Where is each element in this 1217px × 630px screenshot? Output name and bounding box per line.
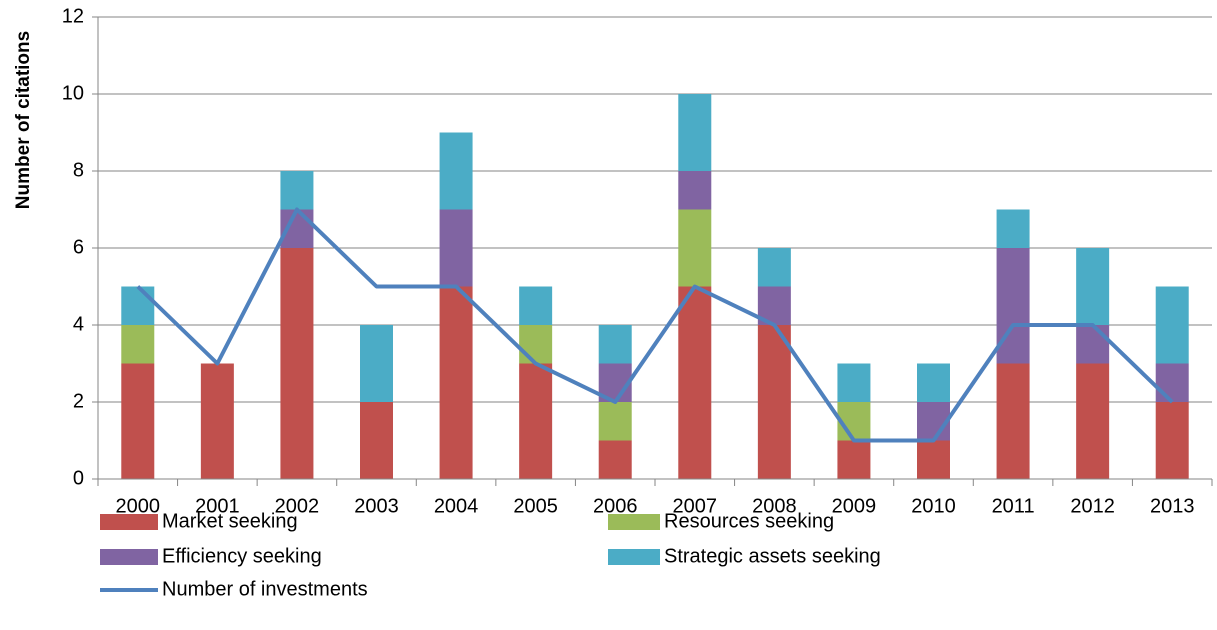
bar-segment: [360, 402, 393, 479]
line-series: [136, 207, 1174, 443]
legend-label: Resources seeking: [664, 510, 834, 532]
y-tick-label: 8: [73, 159, 84, 181]
bar-segment: [519, 286, 553, 325]
y-tick-label: 2: [73, 390, 84, 412]
x-tick-label: 2008: [752, 495, 797, 517]
bar-segment: [1076, 325, 1110, 364]
bar-segment: [678, 171, 712, 210]
bar-segment: [678, 94, 712, 171]
bar-segment: [678, 209, 712, 287]
bar-segment: [121, 286, 155, 325]
bar-segment: [1155, 363, 1189, 402]
x-tick-label: 2007: [673, 495, 718, 517]
bar-segment: [757, 325, 791, 479]
bar-segment: [439, 132, 473, 210]
y-axis-title: Number of citations: [13, 31, 34, 209]
bar-segment: [121, 325, 155, 364]
bar-segment: [917, 440, 950, 479]
bar-segment: [996, 363, 1030, 479]
legend-swatch: [608, 549, 660, 565]
y-tick-label: 6: [73, 236, 84, 258]
bar-segment: [598, 325, 632, 364]
x-tick-label: 2003: [354, 495, 399, 517]
legend-swatch: [100, 514, 158, 530]
x-tick-label: 2011: [992, 495, 1035, 517]
x-tick-label: 2005: [513, 495, 558, 517]
y-tick-label: 0: [73, 467, 84, 489]
bar-segment: [439, 209, 473, 287]
x-tick-label: 2012: [1070, 495, 1115, 517]
bar-segment: [917, 363, 950, 402]
y-tick-label: 12: [62, 5, 84, 27]
bar-segment: [837, 363, 871, 402]
bar-segment: [280, 171, 314, 210]
bar-segment: [121, 363, 155, 479]
bar-segment: [598, 402, 632, 441]
y-tick-label: 10: [62, 82, 84, 104]
x-tick-label: 2006: [593, 495, 638, 517]
bar-segment: [757, 248, 791, 287]
bar-segment: [439, 286, 473, 479]
x-tick-label: 2010: [911, 495, 956, 517]
y-tick-label: 4: [73, 313, 84, 335]
bar-segment: [996, 248, 1030, 364]
x-tick-label: 2002: [275, 495, 320, 517]
bar-segment: [598, 440, 632, 479]
x-tick-label: 2013: [1150, 495, 1195, 517]
bar-segment: [996, 209, 1030, 248]
legend-label: Market seeking: [162, 510, 298, 532]
bar-segment: [678, 286, 712, 479]
bar-segment: [1076, 363, 1110, 479]
x-tick-label: 2001: [195, 495, 240, 517]
x-tick-label: 2004: [434, 495, 479, 517]
bar-segment: [1155, 402, 1189, 479]
bar-segment: [519, 325, 553, 364]
bar-segment: [200, 363, 234, 479]
bar-segment: [360, 325, 393, 402]
legend-swatch: [608, 514, 660, 530]
legend-label: Number of investments: [162, 578, 368, 600]
bar-segment: [1155, 286, 1189, 364]
bar-segment: [837, 440, 871, 479]
bar-segment: [280, 248, 314, 479]
legend-swatch: [100, 549, 158, 565]
x-tick-label: 2000: [116, 495, 161, 517]
x-tick-label: 2009: [832, 495, 877, 517]
bar-segment: [1076, 248, 1110, 325]
bar-segment: [519, 363, 553, 479]
legend-label: Efficiency seeking: [162, 545, 322, 567]
legend-label: Strategic assets seeking: [664, 545, 881, 567]
